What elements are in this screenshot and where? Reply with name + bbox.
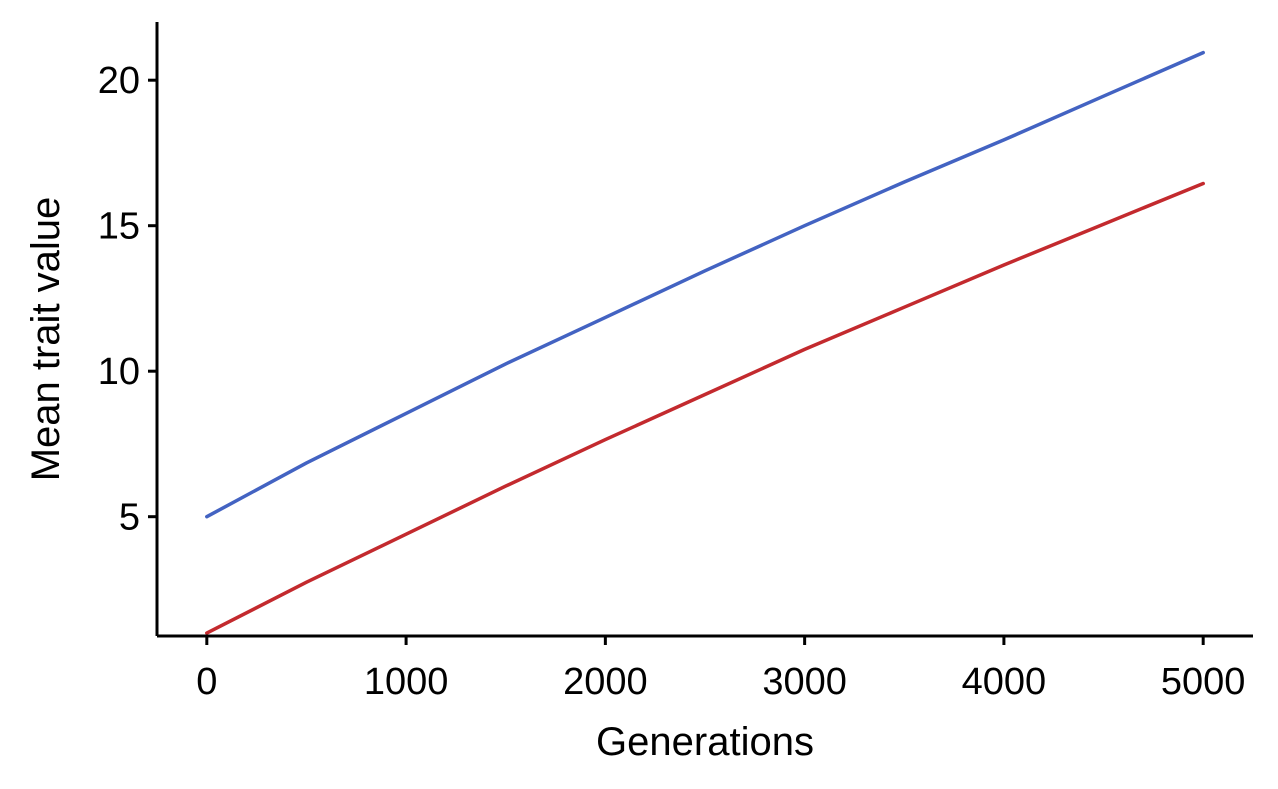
plot-area	[205, 50, 1205, 635]
y-axis-title: Mean trait value	[24, 197, 68, 482]
x-tick-label: 1000	[364, 661, 449, 703]
series-line-2	[205, 181, 1205, 635]
x-axis-ticks: 0 1000 2000 3000 4000 5000	[196, 636, 1245, 703]
y-tick-label: 15	[98, 206, 140, 248]
y-axis-ticks: 5 10 15 20	[98, 60, 157, 539]
x-tick-label: 0	[196, 661, 217, 703]
y-tick-label: 5	[119, 497, 140, 539]
x-tick-label: 3000	[762, 661, 847, 703]
y-tick-label: 20	[98, 60, 140, 102]
x-tick-label: 2000	[563, 661, 648, 703]
x-tick-label: 5000	[1161, 661, 1246, 703]
y-tick-label: 10	[98, 351, 140, 393]
x-axis-title: Generations	[596, 720, 814, 764]
x-tick-label: 4000	[962, 661, 1047, 703]
series-line-1	[205, 50, 1205, 519]
